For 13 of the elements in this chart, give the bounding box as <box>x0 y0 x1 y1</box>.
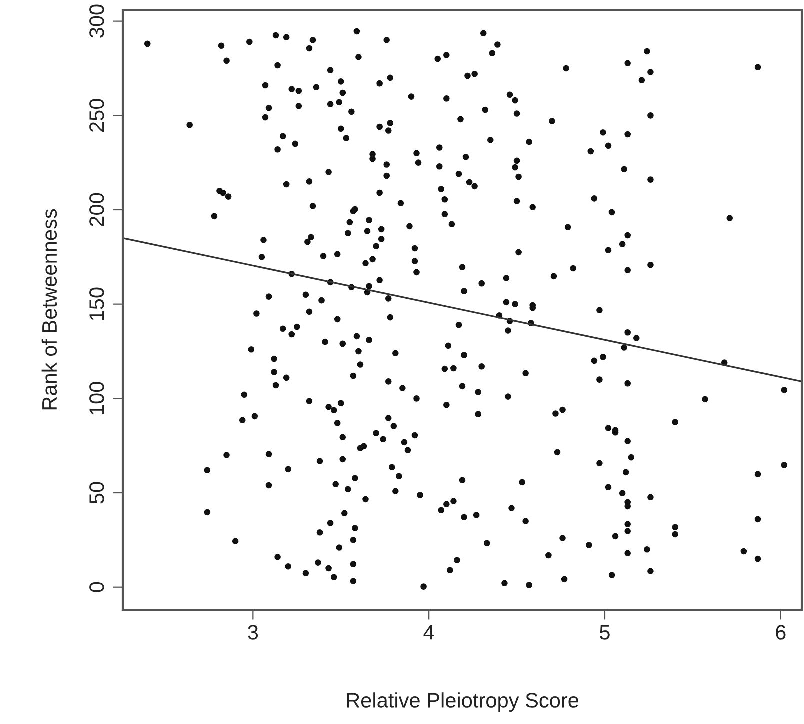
y-axis-title: Rank of Betweenness <box>42 209 58 410</box>
y-tick-label: 300 <box>90 4 104 38</box>
y-tick-label: 250 <box>90 99 104 132</box>
y-tick-label: 0 <box>90 582 104 592</box>
y-tick-label: 200 <box>90 193 104 226</box>
x-tick-label: 3 <box>248 625 258 640</box>
y-tick-label: 100 <box>90 382 104 414</box>
x-axis-title: Relative Pleiotropy Score <box>347 692 579 712</box>
y-tick-label: 50 <box>90 482 104 504</box>
x-tick-label: 5 <box>600 625 610 640</box>
x-tick-label: 4 <box>424 625 434 640</box>
x-tick-label: 6 <box>776 625 786 640</box>
y-tick-label: 150 <box>90 288 104 320</box>
